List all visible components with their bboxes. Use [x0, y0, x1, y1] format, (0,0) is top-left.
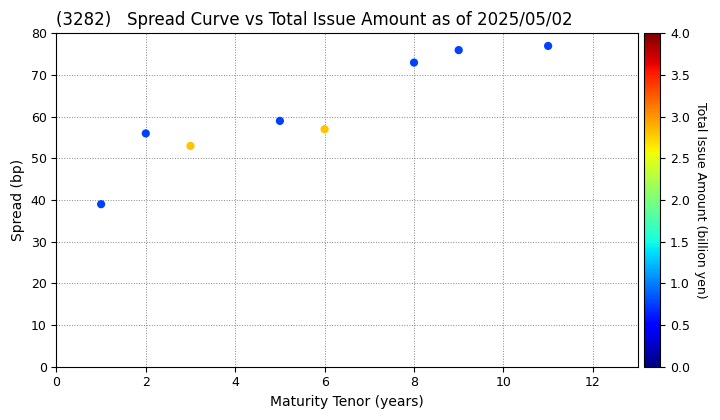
Y-axis label: Total Issue Amount (billion yen): Total Issue Amount (billion yen)	[694, 102, 707, 298]
Point	[274, 118, 286, 124]
Point	[95, 201, 107, 207]
X-axis label: Maturity Tenor (years): Maturity Tenor (years)	[270, 395, 424, 409]
Text: (3282)   Spread Curve vs Total Issue Amount as of 2025/05/02: (3282) Spread Curve vs Total Issue Amoun…	[56, 11, 573, 29]
Point	[140, 130, 151, 137]
Point	[453, 47, 464, 53]
Point	[319, 126, 330, 133]
Point	[408, 59, 420, 66]
Point	[185, 142, 197, 149]
Y-axis label: Spread (bp): Spread (bp)	[11, 159, 25, 241]
Point	[542, 42, 554, 49]
